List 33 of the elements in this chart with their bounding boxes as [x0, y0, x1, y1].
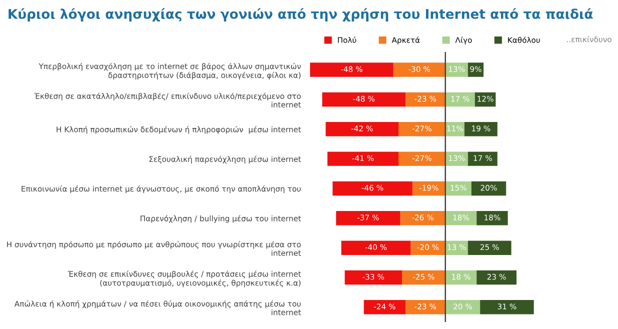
- bar: [405, 300, 446, 314]
- bar: [468, 62, 484, 77]
- bar: [327, 152, 399, 166]
- bar: [476, 270, 516, 285]
- bar: [468, 152, 498, 166]
- bar: [445, 300, 480, 314]
- bar: [336, 211, 400, 226]
- bar: [405, 92, 446, 107]
- bar: [445, 270, 477, 285]
- bar: [445, 62, 468, 77]
- bar: [322, 92, 406, 107]
- bar: [445, 92, 475, 107]
- bar: [476, 211, 508, 226]
- bar: [468, 240, 512, 255]
- bar: [402, 270, 446, 285]
- bar: [471, 181, 506, 196]
- bar: [398, 152, 446, 166]
- bar: [393, 62, 446, 77]
- bar: [445, 240, 468, 255]
- bar: [400, 211, 446, 226]
- chart-title: Κύριοι λόγοι ανησυχίας των γονιών από την χρήση του Internet από τα παιδιά: [8, 8, 593, 22]
- bar: [326, 122, 399, 136]
- bar: [398, 122, 446, 136]
- bar: [310, 62, 394, 77]
- bar: [410, 240, 446, 255]
- bar: [445, 211, 477, 226]
- bar: [344, 270, 402, 285]
- bar: [332, 181, 412, 196]
- bar: [480, 300, 534, 314]
- bar: [341, 240, 411, 255]
- bar: [464, 122, 498, 136]
- bar: [445, 152, 468, 166]
- bar: [364, 300, 406, 314]
